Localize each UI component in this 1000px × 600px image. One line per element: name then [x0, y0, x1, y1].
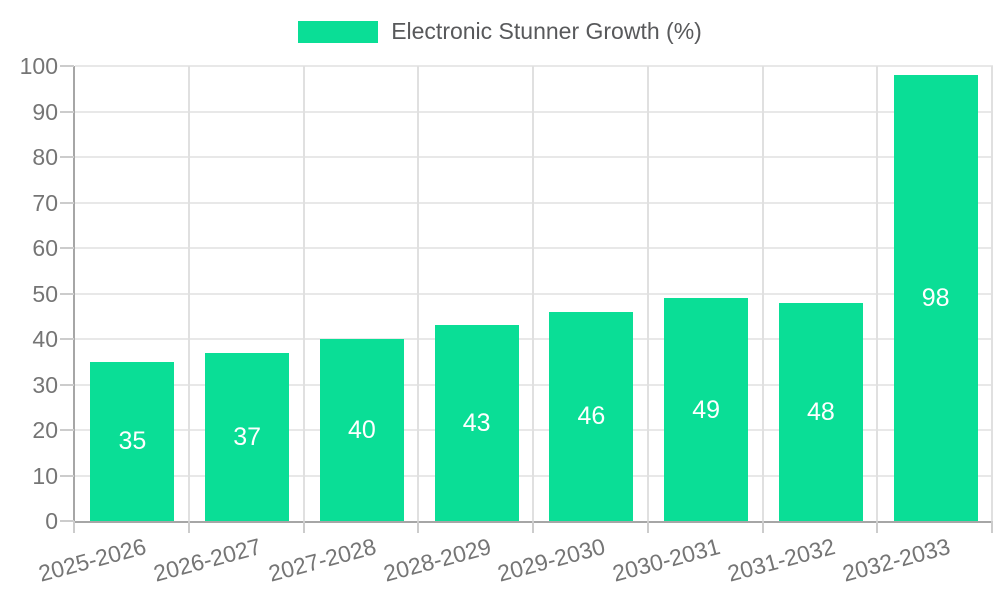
- y-axis-tick-label: 80: [32, 144, 58, 170]
- bar-value-label: 35: [118, 427, 147, 456]
- bar-2032-2033: 98: [893, 75, 978, 521]
- h-gridline: [75, 292, 993, 295]
- bar-2026-2027: 37: [205, 352, 290, 521]
- h-gridline: [75, 338, 993, 340]
- x-axis-tick-mark: [187, 521, 190, 533]
- bar-value-label: 48: [806, 397, 835, 426]
- x-axis-tick-mark: [417, 521, 420, 533]
- v-gridline: [876, 66, 879, 521]
- y-axis-tick-mark: [60, 338, 74, 340]
- y-axis-tick-mark: [60, 474, 74, 477]
- h-gridline: [75, 156, 993, 158]
- y-axis-tick-label: 70: [32, 189, 58, 216]
- y-axis-tick-label: 50: [32, 280, 58, 307]
- y-axis-tick-mark: [60, 110, 74, 113]
- y-axis-tick-label: 90: [32, 98, 58, 125]
- v-gridline: [761, 66, 764, 521]
- y-axis-tick-label: 20: [32, 417, 58, 443]
- v-gridline: [417, 66, 420, 521]
- legend-label: Electronic Stunner Growth (%): [391, 18, 702, 44]
- x-axis-tick-mark: [876, 521, 879, 533]
- x-axis-tick-mark: [302, 521, 305, 533]
- h-gridline: [75, 474, 993, 477]
- x-axis-tick-mark: [991, 521, 993, 533]
- y-axis-tick-mark: [60, 65, 74, 67]
- x-axis-tick-mark: [646, 521, 649, 533]
- chart-legend[interactable]: Electronic Stunner Growth (%): [0, 18, 1000, 45]
- bar-value-label: 46: [577, 402, 606, 431]
- h-gridline: [75, 201, 993, 204]
- bar-2025-2026: 35: [90, 361, 175, 521]
- bar-2027-2028: 40: [319, 339, 404, 521]
- v-gridline: [991, 66, 993, 521]
- h-gridline: [75, 429, 993, 431]
- x-axis-tick-mark: [73, 521, 75, 533]
- y-axis-tick-label: 40: [32, 326, 58, 352]
- x-axis-tick-mark: [761, 521, 764, 533]
- y-axis-tick-mark: [60, 292, 74, 295]
- bar-value-label: 49: [692, 395, 721, 424]
- h-gridline: [75, 383, 993, 386]
- bar-2031-2032: 48: [778, 302, 863, 521]
- v-gridline: [187, 66, 190, 521]
- plot-area: 35 37 40 43 46 49 48 98: [73, 65, 993, 523]
- y-axis-tick-label: 100: [19, 53, 58, 79]
- y-axis-tick-mark: [60, 429, 74, 431]
- bar-value-label: 43: [462, 409, 491, 438]
- legend-swatch: [298, 20, 379, 43]
- y-axis-tick-mark: [60, 520, 74, 522]
- y-axis-tick-label: 10: [32, 462, 58, 489]
- y-axis-tick-mark: [60, 247, 74, 249]
- y-axis-tick-mark: [60, 156, 74, 158]
- bar-value-label: 37: [233, 422, 262, 451]
- h-gridline: [75, 247, 993, 249]
- bar-value-label: 98: [921, 284, 950, 313]
- bar-2029-2030: 46: [549, 311, 634, 521]
- bar-value-label: 40: [347, 416, 376, 444]
- y-axis-tick-label: 0: [45, 508, 58, 534]
- y-axis-tick-label: 30: [32, 371, 58, 398]
- v-gridline: [532, 66, 534, 521]
- v-gridline: [302, 66, 305, 521]
- x-axis-tick-mark: [532, 521, 534, 533]
- y-axis-tick-mark: [60, 201, 74, 204]
- bar-2030-2031: 49: [664, 298, 749, 521]
- h-gridline: [75, 65, 993, 67]
- bar-2028-2029: 43: [434, 325, 519, 521]
- v-gridline: [646, 66, 649, 521]
- h-gridline: [75, 110, 993, 113]
- y-axis-tick-label: 60: [32, 235, 58, 261]
- y-axis-tick-mark: [60, 383, 74, 386]
